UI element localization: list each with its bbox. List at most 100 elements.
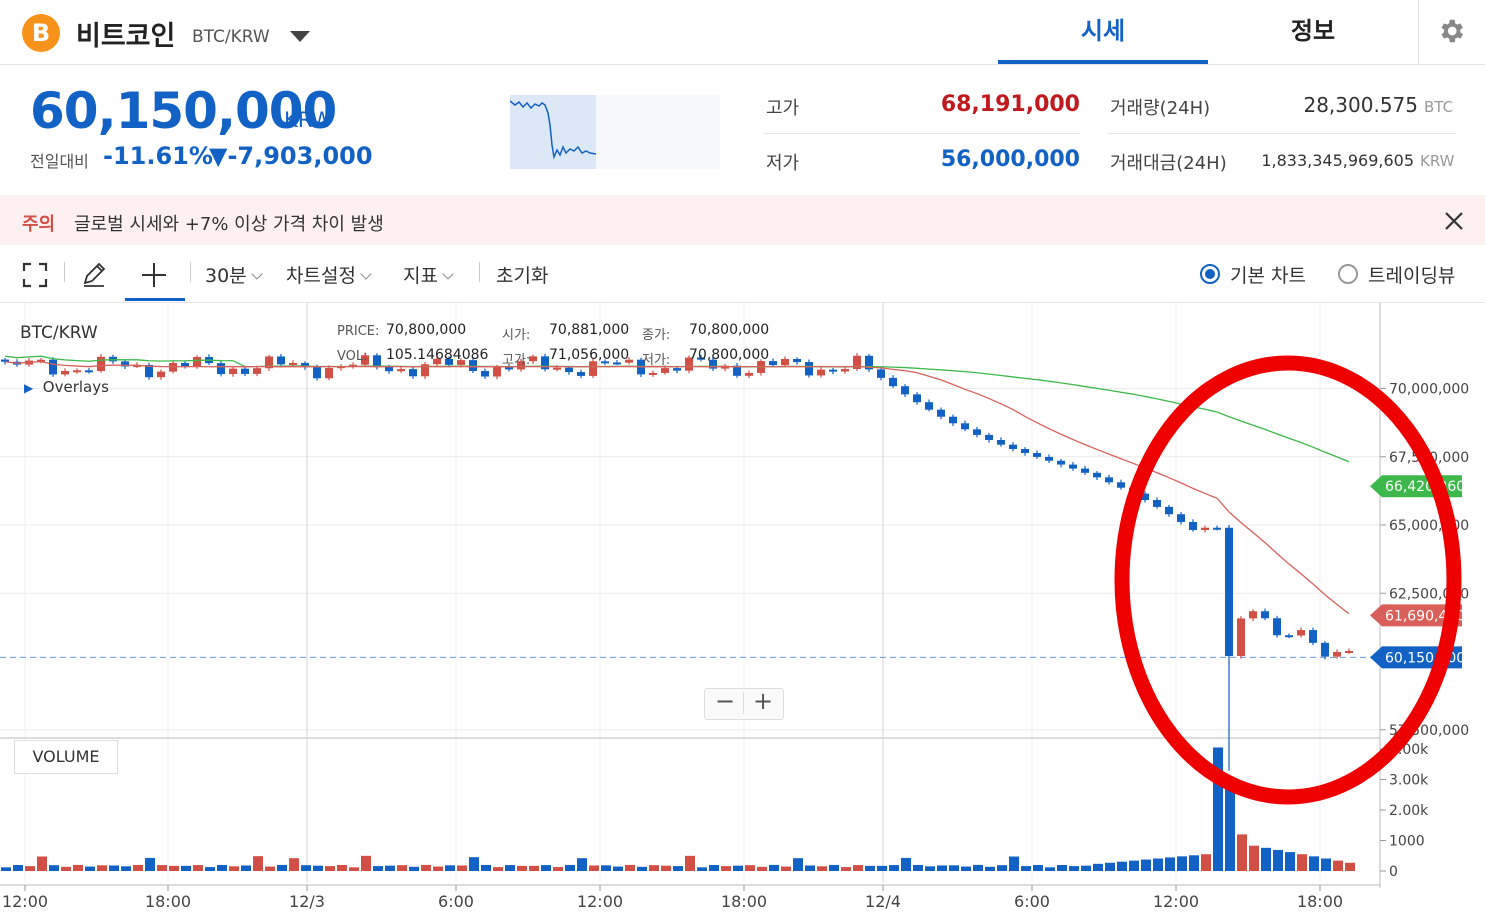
close-icon[interactable] <box>1440 207 1468 235</box>
volume-bar <box>1 867 11 871</box>
candle-body <box>901 386 909 395</box>
volume-bar <box>469 857 479 871</box>
candle-body <box>1117 482 1125 488</box>
candle-body <box>361 355 369 365</box>
volume-bar <box>229 866 239 871</box>
coin-pair[interactable]: BTC/KRW <box>192 27 270 47</box>
volume-bar <box>829 864 839 871</box>
volume-24h-label: 거래량(24H) <box>1110 98 1211 119</box>
candle-body <box>709 359 717 369</box>
crosshair-tool-button[interactable] <box>125 246 185 301</box>
volume-bar <box>1177 856 1187 871</box>
x-tick-label: 6:00 <box>1014 892 1050 911</box>
volume-bar <box>265 866 275 871</box>
zoom-out-button[interactable]: − <box>715 687 736 715</box>
volume-bar <box>385 865 395 871</box>
tab-info[interactable]: 정보 <box>1290 17 1336 45</box>
candle-body <box>229 368 237 375</box>
pencil-icon[interactable] <box>80 260 108 288</box>
trading-view-label[interactable]: 트레이딩뷰 <box>1368 265 1456 287</box>
candle-body <box>157 371 165 378</box>
indicators-menu[interactable]: 지표 <box>403 261 454 288</box>
candle-body <box>253 368 261 374</box>
volume-24h-unit: BTC <box>1424 98 1454 116</box>
price-unit: KRW <box>284 108 333 132</box>
x-tick-label: 12/4 <box>865 892 901 911</box>
volume-bar <box>505 865 515 871</box>
volume-bar <box>1213 747 1223 871</box>
volume-bar <box>1105 862 1115 871</box>
candle-body <box>589 361 597 376</box>
volume-bar <box>121 866 131 871</box>
volume-bar <box>1189 855 1199 871</box>
volume-bar <box>589 865 599 871</box>
volume-bar <box>73 864 83 871</box>
basic-chart-radio[interactable] <box>1200 264 1220 284</box>
zoom-in-button[interactable]: + <box>753 687 774 715</box>
candle-body <box>913 394 921 403</box>
y-tick-label: 70,000,000 <box>1389 382 1469 398</box>
volume-bars <box>1 747 1355 871</box>
volume-bar <box>601 865 611 871</box>
overlays-toggle[interactable]: ▶ Overlays <box>24 378 109 396</box>
interval-select[interactable]: 30분 <box>205 261 263 288</box>
x-tick-label: 18:00 <box>145 892 191 911</box>
volume-bar <box>109 865 119 871</box>
volume-bar <box>745 865 755 871</box>
reset-button[interactable]: 초기화 <box>496 265 549 287</box>
candle-body <box>325 368 333 379</box>
price-notice-banner <box>0 195 1485 245</box>
coin-name[interactable]: 비트코인 <box>76 21 176 52</box>
chevron-down-icon <box>442 268 454 280</box>
zoom-control: − + <box>704 687 784 720</box>
volume-bar <box>1237 834 1247 871</box>
candle-body <box>145 364 153 378</box>
legend-open-label: 시가: <box>502 328 531 343</box>
volume-bar <box>565 864 575 871</box>
candle-body <box>1285 635 1293 638</box>
candlestick-chart[interactable]: 70,000,00067,500,00065,000,00062,500,000… <box>0 303 1485 923</box>
legend-pair: BTC/KRW <box>20 323 98 343</box>
gear-icon[interactable] <box>1436 16 1466 46</box>
moving-average-lines <box>4 355 1350 615</box>
tab-price[interactable]: 시세 <box>998 0 1208 64</box>
volume-bar <box>721 866 731 871</box>
low-label: 저가 <box>766 153 800 174</box>
candle-body <box>349 364 357 367</box>
current-price: 60,150,000 <box>30 82 337 140</box>
chevron-down-icon[interactable] <box>290 31 310 42</box>
candle-body <box>817 369 825 376</box>
candle-body <box>781 358 789 366</box>
volume-bar <box>841 867 851 871</box>
volume-bar <box>1009 856 1019 871</box>
volume-bar <box>97 865 107 871</box>
candle-body <box>1057 460 1065 465</box>
volume-bar <box>37 856 47 871</box>
basic-chart-label[interactable]: 기본 차트 <box>1230 265 1306 287</box>
volume-bar <box>1021 866 1031 871</box>
candle-body <box>61 370 69 375</box>
fullscreen-icon[interactable] <box>22 262 48 288</box>
volume-bar <box>1273 849 1283 871</box>
trading-view-radio[interactable] <box>1338 264 1358 284</box>
volume-bar <box>1129 860 1139 871</box>
volume-bar <box>133 864 143 871</box>
volume-bar <box>1297 854 1307 871</box>
volume-bar <box>925 866 935 871</box>
candle-body <box>1069 464 1077 469</box>
candle-body <box>529 356 537 362</box>
price-badge <box>1370 604 1462 627</box>
volume-bar <box>529 865 539 871</box>
volume-bar <box>1249 845 1259 871</box>
candle-body <box>121 361 129 367</box>
candle-body <box>1309 630 1317 643</box>
x-tick-label: 18:00 <box>721 892 767 911</box>
volume-bar <box>181 865 191 871</box>
candle-body <box>1213 527 1221 530</box>
candle-body <box>673 368 681 371</box>
candle-body <box>289 362 297 365</box>
crosshair-icon[interactable] <box>141 262 167 288</box>
candle-body <box>241 368 249 374</box>
volume-bar <box>877 865 887 871</box>
chart-settings-menu[interactable]: 차트설정 <box>286 261 372 288</box>
